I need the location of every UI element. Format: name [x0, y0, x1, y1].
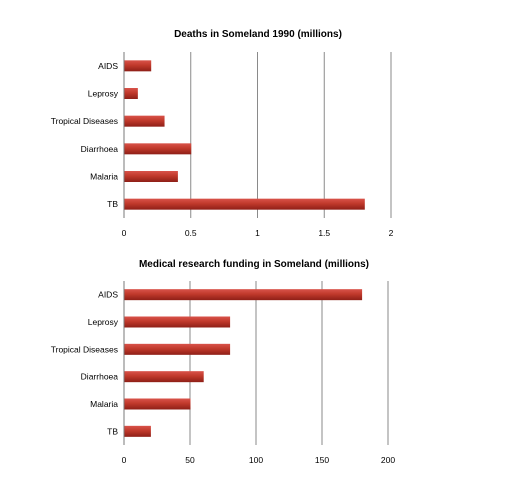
x-tick-label: 1.5: [318, 228, 330, 238]
bar: [124, 88, 138, 99]
category-label: TB: [107, 199, 118, 209]
category-label: Malaria: [90, 172, 118, 182]
plot-area: 0 50 100 150 200 AIDS Leprosy Tropical Diseases…: [51, 281, 395, 465]
x-tick-label: 200: [381, 455, 395, 465]
category-label: AIDS: [98, 61, 118, 71]
category-label: Leprosy: [88, 89, 119, 99]
category-label: AIDS: [98, 290, 118, 300]
chart-deaths: Deaths in Someland 1990 (millions) 0 0.5 1…: [51, 29, 394, 238]
x-tick-label: 1: [255, 228, 260, 238]
x-tick-label: 100: [249, 455, 263, 465]
bar: [124, 171, 178, 182]
x-tick-label: 50: [185, 455, 195, 465]
x-tick-label: 0: [122, 228, 127, 238]
chart-funding: Medical research funding in Someland (mi…: [51, 259, 396, 465]
bar: [124, 371, 204, 383]
category-label: Leprosy: [88, 317, 119, 327]
chart-title: Medical research funding in Someland (mi…: [139, 259, 369, 270]
category-label: Diarrhoea: [81, 144, 119, 154]
bar: [124, 60, 152, 72]
bar: [124, 398, 191, 410]
plot-area: 0 0.5 1 1.5 2 AIDS Leprosy Tropical Diseases Dia…: [51, 52, 394, 238]
bar: [124, 316, 231, 328]
x-tick-label: 0: [122, 455, 127, 465]
category-label: Tropical Diseases: [51, 116, 118, 126]
bar: [124, 115, 165, 127]
chart-title: Deaths in Someland 1990 (millions): [174, 29, 342, 40]
bar: [124, 343, 231, 355]
category-label: Tropical Diseases: [51, 344, 118, 354]
x-tick-label: 0.5: [185, 228, 197, 238]
category-label: Diarrhoea: [81, 372, 119, 382]
bar: [124, 289, 363, 301]
x-tick-label: 2: [389, 228, 394, 238]
category-label: Malaria: [90, 399, 118, 409]
bar: [124, 198, 365, 210]
category-label: TB: [107, 426, 118, 436]
x-tick-label: 150: [315, 455, 329, 465]
bar: [124, 425, 151, 437]
bar: [124, 143, 192, 155]
